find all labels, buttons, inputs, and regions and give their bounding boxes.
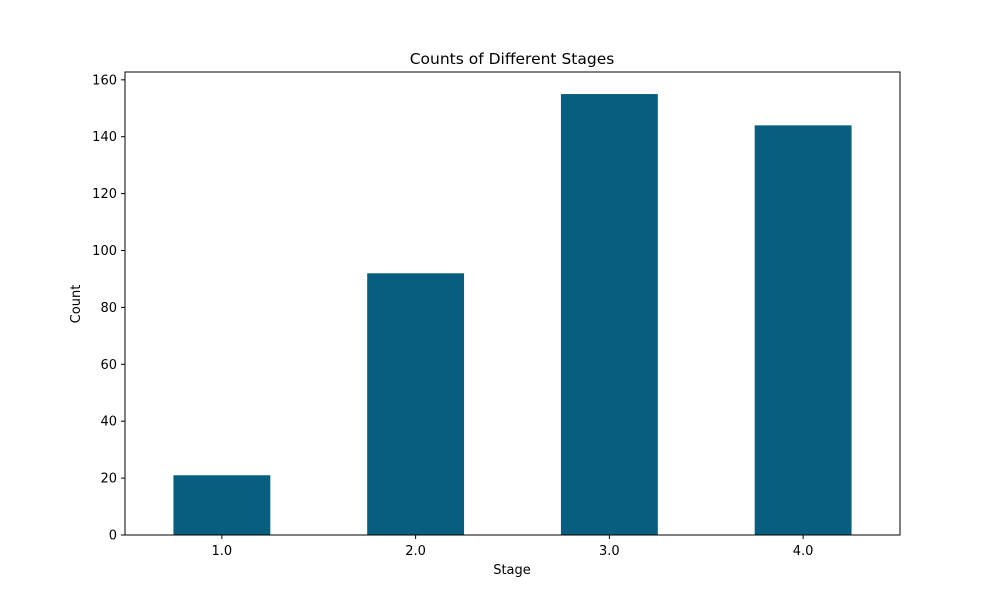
y-tick-label: 40 — [100, 415, 117, 430]
y-axis: 0 20 40 60 80 100 120 140 160 — [92, 73, 125, 544]
y-tick-label: 100 — [92, 244, 117, 259]
y-tick-label: 140 — [92, 130, 117, 145]
y-tick-label: 20 — [100, 472, 117, 487]
y-tick-label: 60 — [100, 358, 117, 373]
x-tick-label: 3.0 — [599, 544, 620, 559]
x-tick-label: 1.0 — [212, 544, 233, 559]
y-tick-label: 120 — [92, 187, 117, 202]
x-tick-label: 4.0 — [793, 544, 814, 559]
bar-4.0 — [754, 125, 852, 536]
x-axis-label: Stage — [493, 563, 531, 578]
bars-group — [173, 94, 852, 536]
y-tick-label: 0 — [109, 529, 117, 544]
bar-1.0 — [173, 475, 271, 535]
y-axis-label: Count — [69, 285, 84, 324]
y-tick-label: 160 — [92, 73, 117, 88]
x-axis: 1.0 2.0 3.0 4.0 — [212, 535, 814, 559]
bar-2.0 — [367, 273, 465, 535]
bar-3.0 — [560, 94, 658, 536]
chart-title: Counts of Different Stages — [410, 50, 615, 68]
x-tick-label: 2.0 — [405, 544, 426, 559]
y-tick-label: 80 — [100, 301, 117, 316]
plot-frame — [124, 71, 901, 536]
